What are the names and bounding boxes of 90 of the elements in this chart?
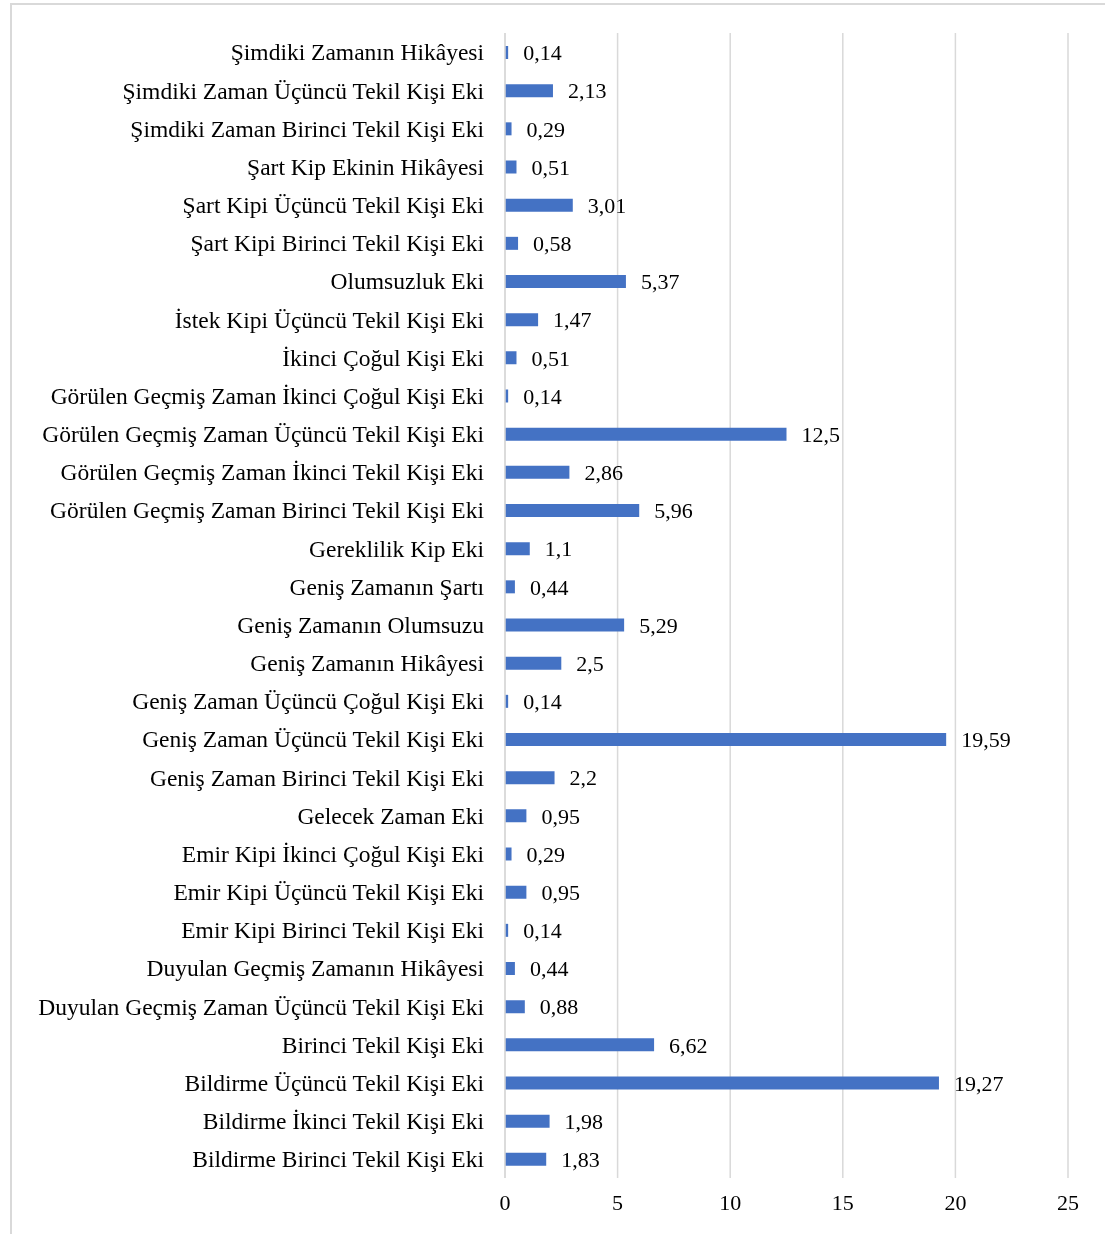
y-tick-label: Bildirme İkinci Tekil Kişi Eki <box>202 1108 485 1135</box>
y-tick-label: Geniş Zaman Üçüncü Tekil Kişi Eki <box>142 726 485 753</box>
data-label: 1,83 <box>561 1147 600 1173</box>
data-label: 5,29 <box>639 612 678 638</box>
bar <box>505 771 555 785</box>
y-tick-label: Emir Kipi Birinci Tekil Kişi Eki <box>181 917 485 944</box>
y-tick-label: Gelecek Zaman Eki <box>297 802 485 829</box>
y-tick-label: Olumsuzluk Eki <box>330 268 485 295</box>
data-label: 0,51 <box>531 345 570 371</box>
y-tick-label: Görülen Geçmiş Zaman Birinci Tekil Kişi Eki <box>50 497 485 524</box>
bar <box>505 542 530 556</box>
bar <box>505 580 515 594</box>
y-tick-label: Bildirme Üçüncü Tekil Kişi Eki <box>184 1069 485 1096</box>
bar <box>505 427 787 441</box>
data-label: 0,14 <box>523 689 562 715</box>
data-label: 3,01 <box>587 192 627 218</box>
y-tick-label: Görülen Geçmiş Zaman İkinci Tekil Kişi Eki <box>60 459 485 486</box>
data-label: 19,27 <box>953 1070 1004 1096</box>
bar <box>505 1038 655 1052</box>
y-tick-label: Geniş Zaman Birinci Tekil Kişi Eki <box>149 764 485 791</box>
data-label: 1,1 <box>544 536 573 562</box>
bar <box>505 847 512 861</box>
x-tick-label: 10 <box>719 1189 742 1215</box>
data-label: 0,95 <box>541 879 580 905</box>
bar <box>505 504 640 517</box>
y-tick-label: Emir Kipi Üçüncü Tekil Kişi Eki <box>173 879 485 906</box>
x-tick-label: 15 <box>831 1189 854 1215</box>
bar <box>505 618 625 632</box>
data-label: 0,44 <box>529 574 569 600</box>
data-label: 2,5 <box>576 650 604 676</box>
y-tick-label: Emir Kipi İkinci Çoğul Kişi Eki <box>181 840 485 867</box>
data-label: 12,5 <box>801 421 840 447</box>
y-tick-label: Geniş Zamanın Olumsuzu <box>237 611 485 638</box>
data-label: 0,14 <box>523 40 562 66</box>
data-label: 0,44 <box>529 956 569 982</box>
data-label: 19,59 <box>961 727 1011 753</box>
bar <box>505 465 570 479</box>
bar <box>505 733 947 746</box>
bar <box>505 962 515 975</box>
y-tick-label: Şimdiki Zamanın Hikâyesi <box>230 39 485 66</box>
x-tick-label: 25 <box>1057 1189 1079 1215</box>
y-tick-label: Birinci Tekil Kişi Eki <box>281 1031 485 1058</box>
bar <box>505 198 573 212</box>
bar <box>505 809 527 823</box>
data-label: 1,47 <box>553 307 592 333</box>
y-tick-label: Şimdiki Zaman Üçüncü Tekil Kişi Eki <box>122 77 485 104</box>
bar <box>505 236 519 250</box>
bar <box>505 885 527 899</box>
data-label: 1,98 <box>564 1108 604 1134</box>
y-tick-label: Şart Kipi Birinci Tekil Kişi Eki <box>190 230 485 257</box>
y-tick-label: Geniş Zamanın Şartı <box>289 573 485 600</box>
bar <box>505 1000 525 1014</box>
bar <box>505 84 553 98</box>
y-tick-label: İkinci Çoğul Kişi Eki <box>282 344 485 371</box>
data-label: 0,88 <box>539 994 579 1020</box>
data-label: 0,14 <box>523 918 562 944</box>
data-label: 0,51 <box>531 154 570 180</box>
data-label: 2,86 <box>584 460 623 486</box>
x-tick-label: 20 <box>944 1189 967 1215</box>
data-label: 2,2 <box>569 765 598 791</box>
x-tick-label: 5 <box>612 1189 624 1215</box>
y-tick-label: Görülen Geçmiş Zaman Üçüncü Tekil Kişi Eki <box>42 421 485 448</box>
y-tick-label: Bildirme Birinci Tekil Kişi Eki <box>192 1146 485 1173</box>
bar <box>505 122 512 136</box>
y-tick-label: Şart Kip Ekinin Hikâyesi <box>247 153 485 180</box>
bar <box>505 275 626 288</box>
data-label: 6,62 <box>669 1032 708 1058</box>
y-tick-label: Şart Kipi Üçüncü Tekil Kişi Eki <box>182 192 485 219</box>
y-tick-label: Geniş Zamanın Hikâyesi <box>250 650 485 677</box>
data-label: 0,29 <box>526 116 566 142</box>
y-tick-label: Görülen Geçmiş Zaman İkinci Çoğul Kişi Eki <box>50 382 485 409</box>
data-label: 0,95 <box>541 803 580 829</box>
y-tick-label: Duyulan Geçmiş Zamanın Hikâyesi <box>146 955 485 982</box>
bar <box>505 1152 547 1166</box>
data-label: 0,58 <box>533 231 572 257</box>
data-label: 5,96 <box>654 498 693 524</box>
x-tick-label: 0 <box>499 1189 511 1215</box>
bar <box>505 656 562 670</box>
y-tick-label: İstek Kipi Üçüncü Tekil Kişi Eki <box>174 306 485 333</box>
y-tick-label: Gereklilik Kip Eki <box>309 535 485 562</box>
y-tick-label: Geniş Zaman Üçüncü Çoğul Kişi Eki <box>132 688 485 715</box>
data-label: 0,14 <box>523 383 562 409</box>
data-label: 2,13 <box>567 78 607 104</box>
data-label: 5,37 <box>640 269 680 295</box>
data-label: 0,29 <box>526 841 566 867</box>
bar <box>505 313 539 327</box>
y-tick-label: Duyulan Geçmiş Zaman Üçüncü Tekil Kişi Eki <box>38 993 485 1020</box>
bar <box>505 1076 939 1090</box>
y-tick-label: Şimdiki Zaman Birinci Tekil Kişi Eki <box>130 115 485 142</box>
bar <box>505 1114 550 1128</box>
